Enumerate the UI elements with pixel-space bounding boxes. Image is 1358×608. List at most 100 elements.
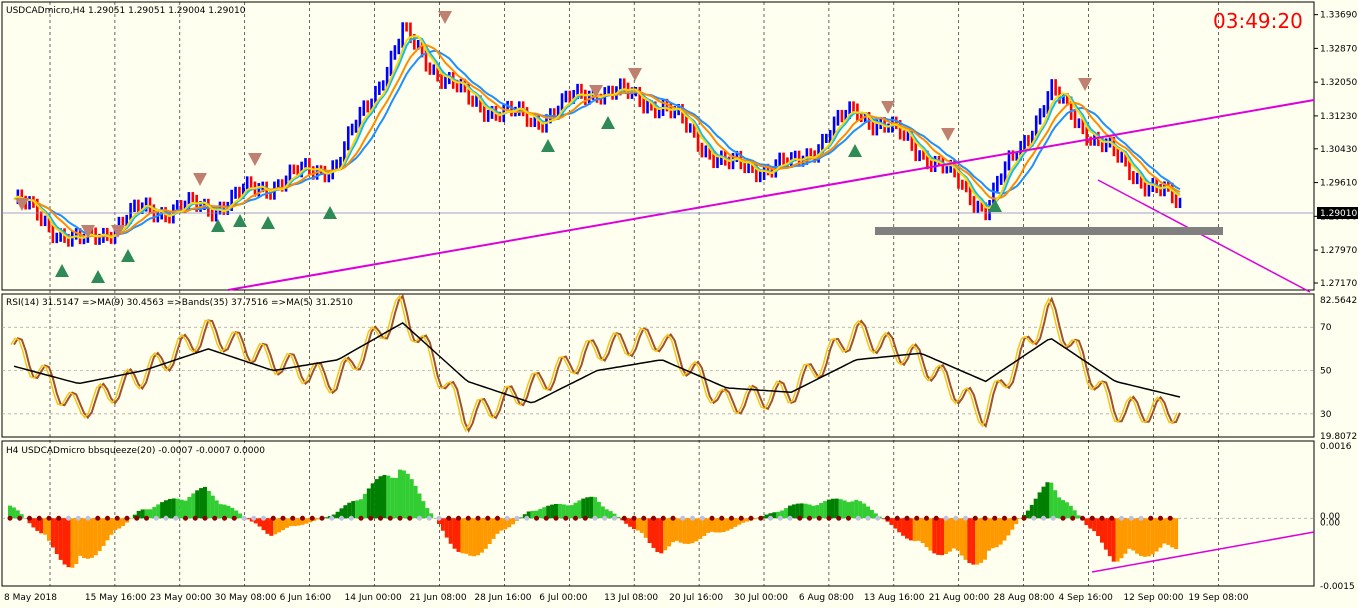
squeeze-dot <box>943 515 949 521</box>
time-tick-label: 19 Sep 08:00 <box>1188 593 1248 603</box>
price-tick-label: 1.31230 <box>1320 112 1357 122</box>
squeeze-dot <box>153 515 159 521</box>
squeeze-histogram <box>8 469 1179 568</box>
rsi-ma-line <box>13 294 1181 433</box>
squeeze-dot <box>1109 515 1115 521</box>
squeeze-dot <box>1070 515 1076 521</box>
squeeze-dot <box>797 515 803 521</box>
squeeze-dot <box>729 515 734 521</box>
squeeze-tick-label: 0.0016 <box>1320 442 1352 452</box>
squeeze-dot <box>85 515 91 521</box>
squeeze-dot <box>1089 515 1095 521</box>
squeeze-dot <box>144 515 149 521</box>
price-tick-label: 1.33690 <box>1320 11 1357 21</box>
squeeze-dot <box>504 515 510 521</box>
price-tick-label: 1.32050 <box>1320 78 1357 88</box>
squeeze-dot <box>319 515 325 521</box>
squeeze-dot <box>904 515 910 521</box>
support-zone[interactable] <box>875 227 1223 235</box>
squeeze-dot <box>378 515 383 521</box>
squeeze-dot <box>7 515 13 521</box>
rsi-line <box>10 294 1178 433</box>
up-arrow-icon <box>91 270 105 283</box>
up-arrow-icon <box>121 249 135 262</box>
squeeze-dot <box>309 515 315 521</box>
up-arrow-icon <box>211 219 225 232</box>
squeeze-dot <box>1099 515 1105 521</box>
rsi-panel[interactable] <box>1 293 1315 438</box>
squeeze-dot <box>651 515 656 521</box>
squeeze-dot <box>690 515 695 521</box>
squeeze-dot <box>202 515 208 521</box>
rsi-header: RSI(14) 31.5147 =>MA(9) 30.4563 =>Bands(… <box>6 298 353 308</box>
squeeze-dot <box>348 515 354 521</box>
down-arrow-icon <box>1078 78 1092 91</box>
squeeze-dot <box>953 515 959 521</box>
time-tick-label: 6 Jul 00:00 <box>539 593 588 603</box>
squeeze-tick-label: -0.0015 <box>1320 582 1355 592</box>
squeeze-dot <box>280 515 286 521</box>
squeeze-dots <box>7 515 1173 521</box>
time-tick-label: 12 Sep 00:00 <box>1123 593 1183 603</box>
squeeze-dot <box>865 515 871 521</box>
squeeze-dot <box>1128 515 1134 521</box>
up-arrow-icon <box>848 144 862 157</box>
price-tick-label: 1.30430 <box>1320 145 1357 155</box>
squeeze-dot <box>1080 515 1085 521</box>
squeeze-dot <box>670 515 676 521</box>
squeeze-dot <box>534 515 539 521</box>
squeeze-dot <box>485 515 491 521</box>
squeeze-dot <box>612 515 617 521</box>
squeeze-dot <box>397 515 403 521</box>
price-header: USDCADmicro,H4 1.29051 1.29051 1.29004 1… <box>6 6 246 16</box>
time-axis: 8 May 2018 15 May 16:00 23 May 00:00 30 May… <box>4 593 1249 603</box>
squeeze-panel[interactable] <box>1 440 1315 587</box>
down-arrow-icon <box>881 101 895 114</box>
squeeze-dot <box>631 515 637 521</box>
up-arrow-icon <box>541 139 555 152</box>
squeeze-dot <box>573 515 578 521</box>
squeeze-dot <box>270 515 276 521</box>
time-tick-label: 20 Jul 16:00 <box>669 593 723 603</box>
price-tick-label: 1.27170 <box>1320 279 1357 289</box>
squeeze-dot <box>582 515 588 521</box>
squeeze-dot <box>36 515 42 521</box>
time-tick-label: 28 Jun 16:00 <box>474 593 531 603</box>
down-arrow-icon <box>438 11 452 24</box>
squeeze-dot <box>1011 515 1017 521</box>
rising-trendline[interactable] <box>227 99 1315 291</box>
squeeze-dot <box>641 515 647 521</box>
time-tick-label: 21 Aug 00:00 <box>929 593 990 603</box>
squeeze-dot <box>183 515 188 521</box>
rsi-tick-label: 82.5642 <box>1320 296 1357 306</box>
time-tick-label: 23 May 00:00 <box>150 593 212 603</box>
squeeze-dot <box>709 515 715 521</box>
moving-average-line <box>13 36 1181 239</box>
squeeze-dot <box>387 515 393 521</box>
squeeze-trendline[interactable] <box>1091 531 1315 573</box>
vertical-grid <box>49 2 1219 586</box>
squeeze-dot <box>241 515 247 521</box>
down-arrow-icon <box>941 128 955 141</box>
squeeze-dot <box>1138 515 1144 521</box>
squeeze-dot <box>124 515 130 521</box>
squeeze-dot <box>553 515 559 521</box>
price-panel[interactable] <box>1 1 1315 291</box>
time-tick-label: 14 Jun 00:00 <box>345 593 402 603</box>
squeeze-dot <box>1060 515 1066 521</box>
squeeze-dot <box>933 515 939 521</box>
squeeze-dot <box>192 515 198 521</box>
falling-trendline[interactable] <box>1097 179 1311 293</box>
time-tick-label: 21 Jun 08:00 <box>409 593 466 603</box>
squeeze-dot <box>17 515 23 521</box>
squeeze-dot <box>738 515 744 521</box>
squeeze-dot <box>563 515 569 521</box>
squeeze-dot <box>417 515 422 521</box>
squeeze-dot <box>105 515 110 521</box>
squeeze-dot <box>358 515 364 521</box>
squeeze-dot <box>300 515 305 521</box>
down-arrow-icon <box>589 85 603 98</box>
squeeze-dot <box>719 515 725 521</box>
